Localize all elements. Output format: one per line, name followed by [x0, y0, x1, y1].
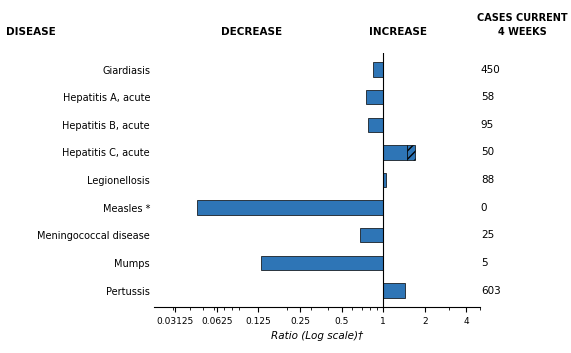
Bar	[373, 62, 383, 77]
Bar	[408, 145, 415, 160]
Text: 4 WEEKS: 4 WEEKS	[498, 27, 547, 37]
X-axis label: Ratio (Log scale)†: Ratio (Log scale)†	[271, 331, 363, 341]
Bar	[383, 173, 386, 187]
Text: 95: 95	[481, 120, 494, 130]
Text: 5: 5	[481, 258, 488, 268]
Bar	[366, 90, 383, 104]
Bar	[360, 228, 383, 243]
Text: 50: 50	[481, 148, 494, 157]
Text: 58: 58	[481, 92, 494, 102]
Text: 450: 450	[481, 65, 501, 74]
Text: 603: 603	[481, 286, 501, 295]
Text: DECREASE: DECREASE	[221, 27, 283, 37]
Bar	[383, 145, 408, 160]
Text: INCREASE: INCREASE	[369, 27, 427, 37]
Text: CASES CURRENT: CASES CURRENT	[477, 13, 568, 23]
Text: 0: 0	[481, 203, 487, 213]
Text: DISEASE: DISEASE	[6, 27, 55, 37]
Bar	[368, 118, 383, 132]
Bar	[197, 201, 383, 215]
Bar	[261, 256, 383, 270]
Text: 25: 25	[481, 230, 494, 240]
Text: 88: 88	[481, 175, 494, 185]
Bar	[383, 283, 405, 298]
